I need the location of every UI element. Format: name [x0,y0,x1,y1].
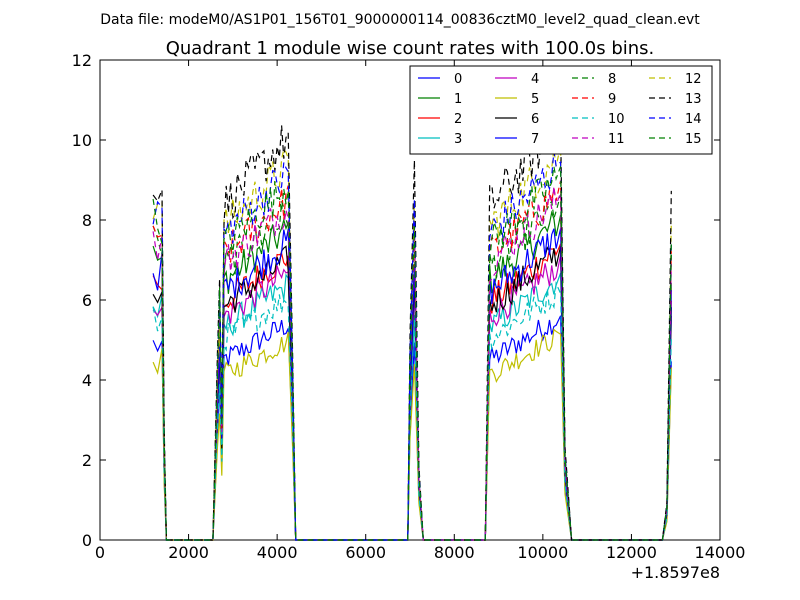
y-tick-label: 12 [72,51,92,70]
legend-label-8: 8 [608,72,616,87]
legend-label-1: 1 [454,92,462,107]
series-line-11 [152,186,672,541]
y-tick-label: 6 [82,291,92,310]
legend-label-9: 9 [608,92,616,107]
chart-title: Quadrant 1 module wise count rates with … [166,38,655,59]
series-layer [152,125,672,541]
legend-label-0: 0 [454,72,462,87]
legend-label-3: 3 [454,132,462,147]
legend-label-13: 13 [685,92,702,107]
figure-suptitle: Data file: modeM0/AS1P01_156T01_90000001… [100,12,700,28]
series-line-15 [152,166,672,541]
series-line-10 [152,281,672,541]
x-tick-label: 6000 [345,543,386,562]
legend-label-11: 11 [608,132,625,147]
legend-label-15: 15 [685,132,702,147]
legend-label-12: 12 [685,72,702,87]
series-line-14 [152,151,672,541]
x-axis-ticks: 0 2000 4000 6000 8000 10000 12000 14000 [95,60,746,562]
x-tick-label: 2000 [168,543,209,562]
x-tick-label: 4000 [257,543,298,562]
legend-label-10: 10 [608,112,625,127]
legend-label-5: 5 [531,92,539,107]
legend-label-6: 6 [531,112,539,127]
x-tick-label: 14000 [695,543,746,562]
legend-label-14: 14 [685,112,702,127]
y-tick-label: 0 [82,531,92,550]
y-tick-label: 10 [72,131,92,150]
legend-label-7: 7 [531,132,539,147]
series-line-12 [152,145,672,541]
legend-label-2: 2 [454,112,462,127]
x-tick-label: 10000 [517,543,568,562]
y-tick-label: 4 [82,371,92,390]
legend-label-4: 4 [531,72,539,87]
x-tick-label: 0 [95,543,105,562]
x-tick-label: 8000 [434,543,475,562]
plot-area: 0 2000 4000 6000 8000 10000 12000 14000 0246810… [72,51,746,582]
x-tick-label: 12000 [606,543,657,562]
x-axis-offset-label: +1.8597e8 [631,563,720,582]
y-tick-label: 8 [82,211,92,230]
y-tick-label: 2 [82,451,92,470]
legend-box [409,65,713,155]
